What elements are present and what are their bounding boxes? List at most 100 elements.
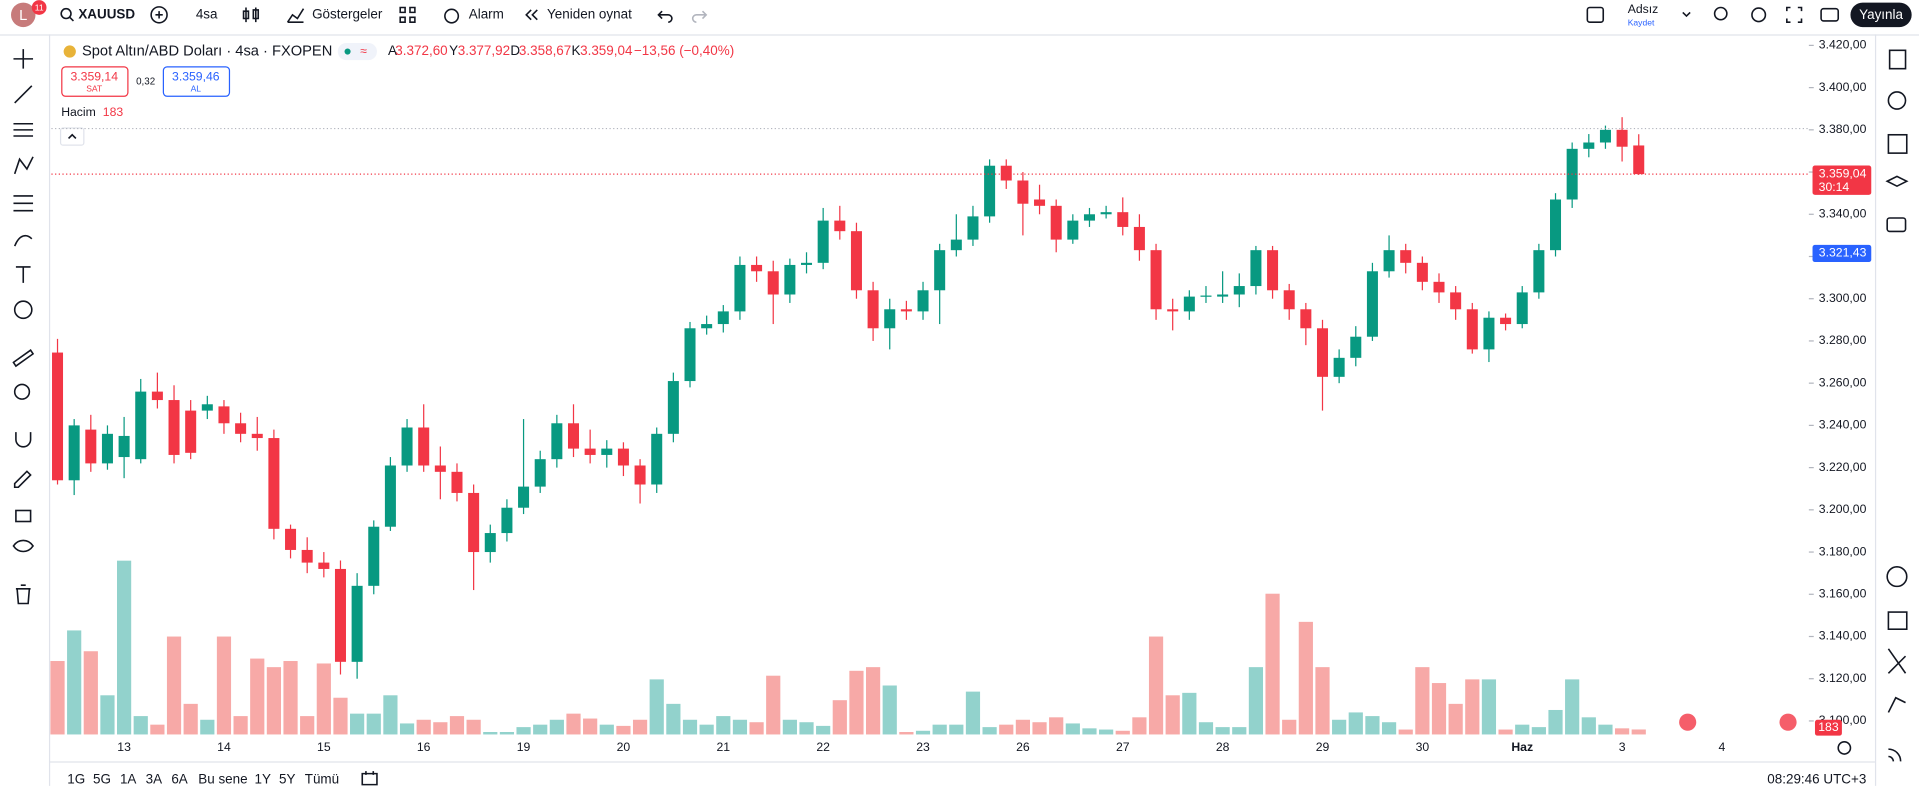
fib-tool[interactable]	[13, 122, 34, 137]
axis-settings-icon[interactable]	[1837, 741, 1852, 755]
volume-bar	[483, 732, 498, 735]
ohlc-value: 3.372,60	[395, 43, 447, 58]
range-button[interactable]: 1A	[120, 771, 136, 786]
svg-text:≈: ≈	[360, 44, 367, 58]
text-tool[interactable]	[15, 266, 31, 283]
collapse-button[interactable]	[59, 127, 85, 146]
range-button[interactable]: 1Y	[255, 771, 271, 786]
tech-icon[interactable]	[1886, 565, 1908, 588]
volume-bar	[1265, 593, 1280, 735]
delete-tool[interactable]	[15, 584, 31, 605]
ruler-tool[interactable]	[12, 349, 35, 368]
range-button[interactable]: 5G	[93, 771, 111, 786]
candle-body	[1616, 129, 1628, 147]
event-flag[interactable]	[1679, 713, 1697, 731]
sell-button[interactable]	[61, 66, 129, 97]
volume-bar	[1099, 729, 1114, 735]
data-window-icon[interactable]	[1887, 133, 1908, 154]
symbol[interactable]: XAUUSD	[78, 6, 135, 21]
forecast-tool[interactable]	[13, 195, 34, 212]
candle-body	[1333, 357, 1345, 377]
watchlist-icon[interactable]	[1888, 49, 1907, 70]
publish-button[interactable]	[1850, 2, 1912, 28]
settings-icon[interactable]	[1751, 7, 1767, 23]
indicators[interactable]: Göstergeler	[312, 6, 383, 21]
volume-bar	[1198, 722, 1214, 735]
camera-icon[interactable]	[1820, 7, 1840, 22]
emoji-tool[interactable]	[13, 300, 33, 320]
countdown: 30:14	[1819, 180, 1850, 194]
volume-bar	[1415, 667, 1430, 735]
volume-label: Hacim	[61, 105, 96, 119]
ohlc-key: Y	[449, 43, 458, 58]
stream-icon[interactable]	[1888, 748, 1902, 762]
zoom-tool[interactable]	[13, 383, 31, 400]
volume-value: 183	[103, 105, 124, 119]
replay[interactable]: Yeniden oynat	[547, 6, 632, 21]
lock-drawing-tool[interactable]	[13, 470, 32, 489]
calendar-icon[interactable]	[1887, 611, 1908, 630]
chart-type-icon[interactable]	[242, 7, 260, 23]
add-icon[interactable]	[150, 6, 168, 24]
volume-bar	[449, 716, 465, 735]
volume-bar	[949, 724, 964, 735]
replay-icon[interactable]	[525, 9, 538, 21]
alarm-icon[interactable]	[444, 8, 460, 24]
volume-bar	[1049, 717, 1064, 735]
candle-body	[801, 262, 813, 265]
brush-tool[interactable]	[13, 234, 33, 247]
save[interactable]: Kaydet	[1628, 18, 1655, 28]
event-flag[interactable]	[1779, 713, 1797, 731]
magnet-tool[interactable]	[15, 432, 32, 448]
fullscreen-icon[interactable]	[1786, 6, 1803, 23]
publish: Yayınla	[1859, 7, 1903, 22]
date-range-icon[interactable]	[361, 771, 378, 786]
range-button[interactable]: Bu sene	[198, 771, 247, 786]
range-button[interactable]: Tümü	[305, 771, 339, 786]
chat-icon[interactable]	[1886, 217, 1907, 233]
range-button[interactable]: 6A	[171, 771, 187, 786]
sell-price: 3.359,14	[70, 69, 118, 83]
search-icon[interactable]	[60, 7, 72, 20]
status-pill[interactable]	[337, 42, 377, 61]
range-button[interactable]: 3A	[146, 771, 162, 786]
indicators-icon[interactable]	[286, 8, 305, 23]
avatar-letter: L	[19, 8, 27, 24]
layers-icon[interactable]	[1885, 175, 1909, 188]
volume-bar	[416, 719, 431, 735]
pattern-tool[interactable]	[13, 156, 34, 175]
volume-bar	[1448, 703, 1463, 735]
ideas-icon[interactable]	[1887, 648, 1907, 674]
interval[interactable]: 4sa	[196, 6, 218, 21]
x-tick-label: 20	[617, 740, 631, 754]
y-tick-label: 3.400,00	[1819, 80, 1867, 94]
lock-tool[interactable]	[15, 509, 32, 523]
alarm[interactable]: Alarm	[469, 6, 504, 21]
volume-axis-label: 183	[1818, 720, 1839, 734]
trendline-tool[interactable]	[14, 85, 33, 104]
chevron[interactable]	[1682, 11, 1691, 18]
alerts-icon[interactable]	[1887, 91, 1907, 110]
screener-icon[interactable]	[1887, 696, 1906, 713]
candle-body	[1167, 309, 1179, 312]
change: −13,56 (−0,40%)	[634, 43, 734, 58]
quick-search-icon[interactable]	[1713, 6, 1728, 21]
candle-body	[601, 448, 613, 455]
layout-icon[interactable]	[399, 6, 416, 23]
undo-icon[interactable]	[657, 10, 673, 23]
avatar[interactable]	[11, 2, 36, 28]
layout-name[interactable]: Adsız	[1628, 2, 1659, 16]
range-button[interactable]: 5Y	[279, 771, 295, 786]
crosshair-tool[interactable]	[13, 49, 34, 69]
candle-body	[1117, 212, 1129, 227]
layout-square[interactable]	[1586, 6, 1605, 23]
visibility-tool[interactable]	[12, 539, 35, 553]
ohlc-value: 3.358,67	[519, 43, 571, 58]
candle-body	[1433, 281, 1445, 293]
volume-bar	[166, 636, 182, 735]
candle-body	[1233, 286, 1245, 295]
range-button[interactable]: 1G	[67, 771, 85, 786]
buy-button[interactable]	[162, 66, 231, 97]
candle-body	[268, 438, 280, 529]
candle-body	[1200, 295, 1212, 297]
